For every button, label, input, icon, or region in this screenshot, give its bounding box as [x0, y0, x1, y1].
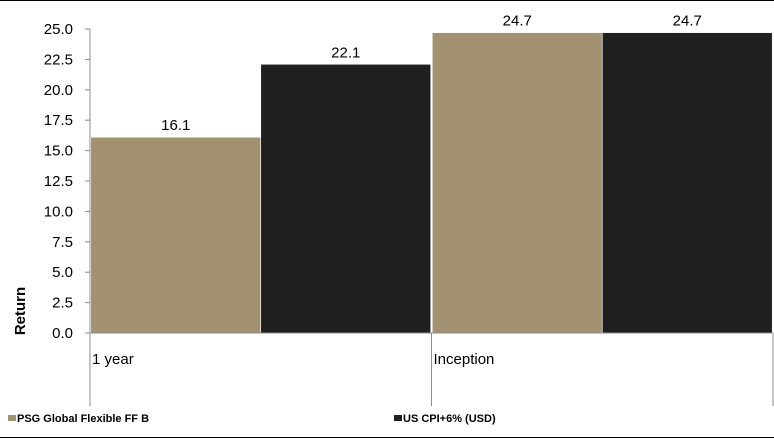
data-label: 24.7 [673, 13, 702, 30]
y-tick-label: 20.0 [44, 82, 73, 99]
y-tick-label: 0.0 [52, 325, 73, 342]
y-tick-label: 7.5 [52, 234, 73, 251]
y-tick-label: 5.0 [52, 264, 73, 281]
y-tick-label: 2.5 [52, 295, 73, 312]
x-category-label: 1 year [92, 351, 134, 368]
data-label: 22.1 [331, 44, 360, 61]
legend: PSG Global Flexible FF B US CPI+6% (USD) [8, 413, 496, 425]
y-tick-label: 22.5 [44, 51, 73, 68]
data-label: 16.1 [161, 117, 190, 134]
bar-us-cpi-0 [260, 63, 432, 334]
legend-label: PSG Global Flexible FF B [17, 413, 149, 425]
y-axis-title: Return [12, 287, 29, 335]
y-axis: 0.0 2.5 5.0 7.5 10.0 12.5 15.0 17.5 20.0 22.5 25.0 [44, 21, 91, 406]
bar-psg-fund-1 [431, 32, 603, 334]
y-tick-label: 12.5 [44, 173, 73, 190]
y-tick-label: 10.0 [44, 203, 73, 220]
bar-us-cpi-1 [601, 32, 773, 334]
x-category-label: Inception [434, 351, 495, 368]
y-tick-label: 17.5 [44, 112, 73, 129]
data-label: 24.7 [503, 13, 532, 30]
bar-psg-fund-0 [90, 136, 262, 334]
data-labels: 16.1 24.7 22.1 24.7 [161, 13, 702, 135]
legend-swatch [394, 415, 402, 421]
legend-label: US CPI+6% (USD) [403, 413, 496, 425]
bars [90, 32, 773, 334]
x-axis: 1 year Inception [90, 332, 774, 406]
legend-swatch [8, 415, 16, 421]
y-tick-label: 15.0 [44, 143, 73, 160]
y-tick-label: 25.0 [44, 21, 73, 38]
